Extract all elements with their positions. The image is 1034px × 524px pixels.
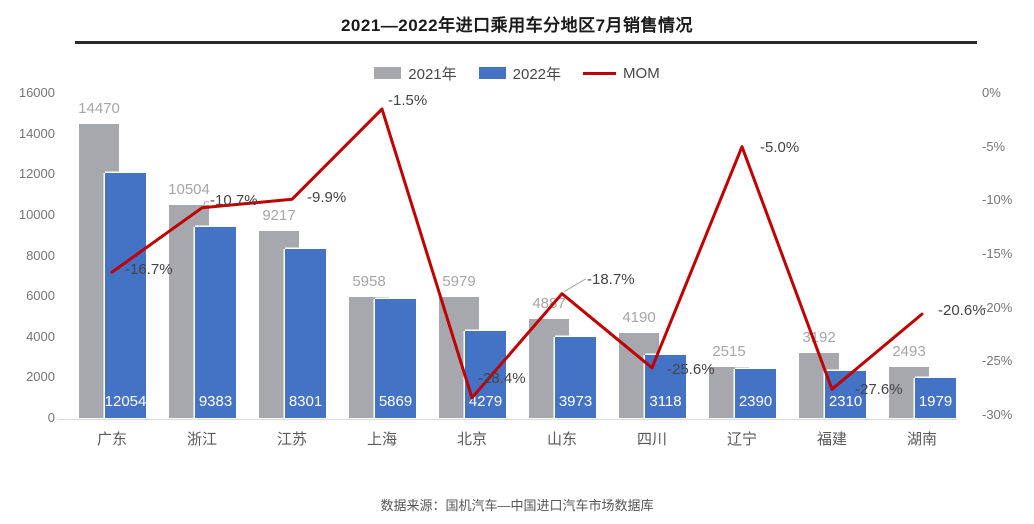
y-axis-left-tick: 2000 [26,369,55,385]
x-axis-label-浙江: 浙江 [186,431,217,448]
mom-label-江苏: -9.9% [307,189,347,207]
y-axis-right-tick: -15% [982,246,1013,261]
mom-label-辽宁: -5.0% [760,138,800,156]
value-label-2022-浙江: 9383 [198,393,233,410]
mom-label-山东: -18.7% [587,270,635,288]
x-axis-label-广东: 广东 [96,431,127,448]
source-note: 数据来源：国机汽车—中国进口汽车市场数据库 [380,498,654,513]
legend: 2021年 2022年 MOM [0,63,1034,83]
value-label-2021-福建: 3192 [802,329,836,346]
x-axis-label-江苏: 江苏 [276,431,307,448]
legend-item-2021: 2021年 [374,63,457,84]
y-axis-right-tick: 0% [982,85,1001,100]
mom-label-leader-line [563,278,587,293]
value-label-2022-四川: 3118 [649,393,682,410]
value-label-2021-广东: 14470 [78,100,120,117]
mom-label-四川: -25.6% [667,360,715,378]
legend-item-2022: 2022年 [478,63,562,84]
y-axis-left-tick: 14000 [18,125,55,141]
legend-swatch-mom-line [583,71,617,75]
value-label-2021-辽宁: 2515 [712,343,746,360]
x-axis-label-辽宁: 辽宁 [726,431,757,448]
y-axis-left-tick: 8000 [26,247,55,263]
mom-label-浙江: -10.7% [210,191,258,209]
y-axis-right-tick: -5% [982,138,1006,154]
value-label-2021-四川: 4190 [622,309,656,326]
y-axis-left-tick: 16000 [18,85,55,100]
y-axis-right-tick: -20% [982,299,1013,315]
bar-2022-广东 [105,173,146,418]
mom-label-广东: -16.7% [125,261,173,279]
y-axis-left-tick: 10000 [18,206,55,222]
legend-label-2021: 2021年 [408,65,457,83]
value-label-2021-山东: 4887 [532,295,566,312]
mom-label-湖南: -20.6% [938,302,986,320]
y-axis-right-tick: -10% [982,192,1013,208]
legend-label-2022: 2022年 [512,65,562,83]
legend-label-mom: MOM [623,64,660,82]
legend-swatch-2022 [478,67,506,79]
x-axis-label-四川: 四川 [636,431,667,448]
chart-title: 2021—2022年进口乘用车分地区7月销售情况 [340,16,694,35]
y-axis-left-tick: 4000 [26,328,55,344]
x-axis-label-湖南: 湖南 [906,431,937,448]
value-label-2022-上海: 5869 [378,393,413,410]
value-label-2021-湖南: 2493 [892,343,926,360]
value-label-2021-上海: 5958 [352,273,386,290]
legend-item-mom: MOM [583,65,660,82]
value-label-2021-江苏: 9217 [262,207,296,224]
y-axis-left-tick: 12000 [18,166,55,182]
bar-2022-浙江 [195,227,236,418]
mom-label-上海: -1.5% [388,92,428,110]
value-label-2021-北京: 5979 [442,273,476,290]
mom-label-北京: -28.4% [478,369,526,387]
value-label-2022-广东: 12054 [104,393,147,410]
value-label-2022-湖南: 1979 [918,393,953,410]
legend-swatch-2021 [374,67,402,79]
x-axis-label-北京: 北京 [456,431,487,448]
y-axis-left-tick: 6000 [26,288,55,304]
value-label-2022-辽宁: 2390 [738,393,773,410]
y-axis-right-tick: -25% [982,353,1013,369]
mom-label-福建: -27.6% [855,381,903,399]
value-label-2022-北京: 4279 [468,393,503,410]
y-axis-right-tick: -30% [982,407,1013,422]
y-axis-left-tick: 0 [47,410,55,425]
x-axis-label-山东: 山东 [546,431,577,448]
value-label-2022-江苏: 8301 [288,393,323,410]
x-axis-line [57,419,957,420]
x-axis-label-上海: 上海 [366,431,397,448]
value-label-2022-山东: 3973 [558,393,593,410]
x-axis-label-福建: 福建 [816,431,847,448]
title-divider [75,41,977,44]
